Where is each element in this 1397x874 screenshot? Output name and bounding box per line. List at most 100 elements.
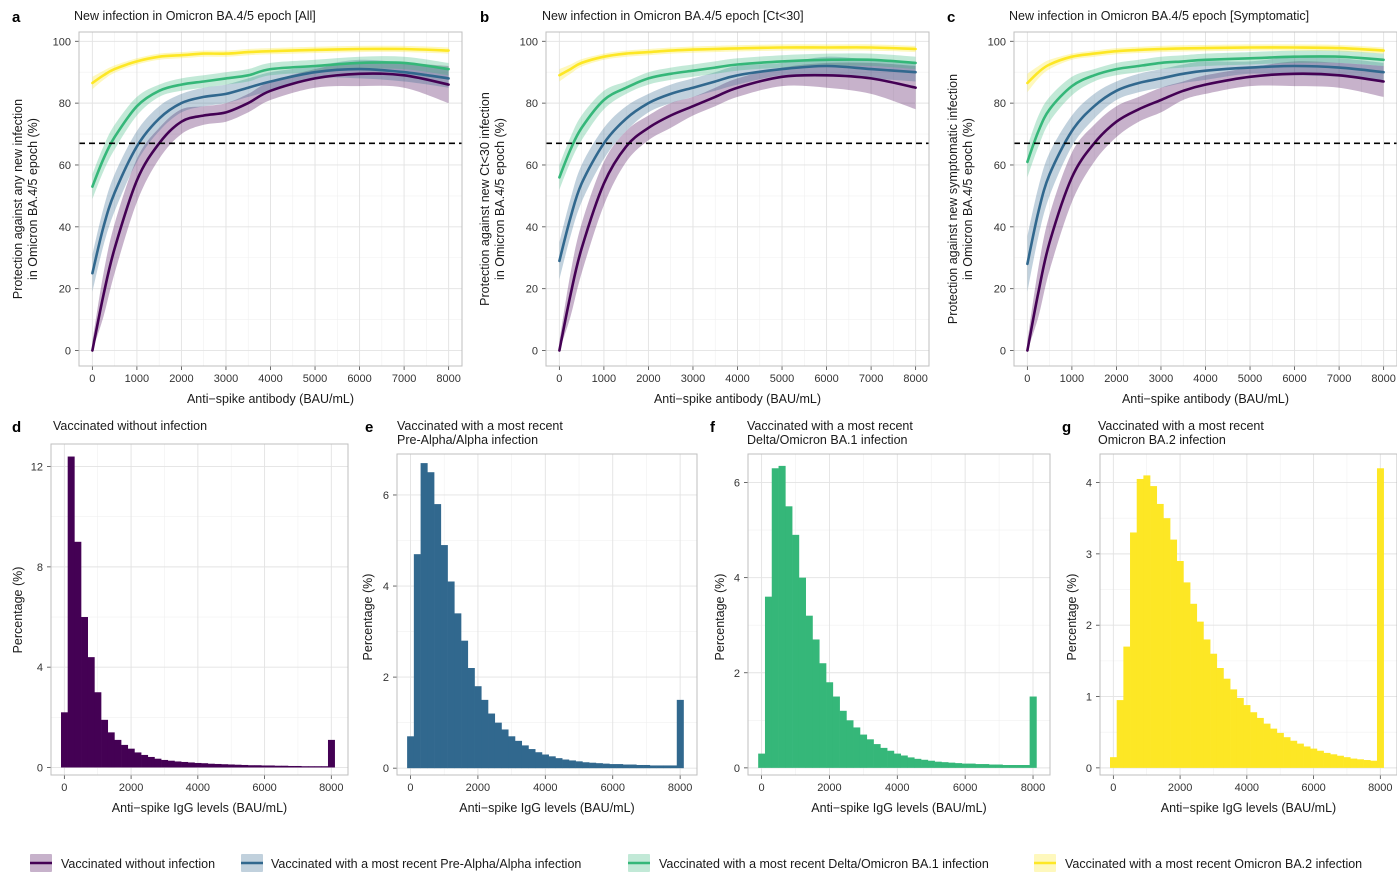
- legend-item-ba2: Vaccinated with a most recent Omicron BA…: [1034, 854, 1362, 872]
- histogram-bar: [81, 617, 88, 768]
- histogram-bar: [859, 734, 868, 768]
- x-tick-label: 0: [407, 782, 413, 794]
- series-line-pre-alpha: [91, 67, 450, 275]
- histogram-bar: [161, 759, 169, 768]
- chart-title: Vaccinated with a most recent: [1098, 419, 1264, 433]
- y-tick-label: 100: [988, 36, 1006, 48]
- histogram-bar: [127, 748, 135, 768]
- legend-label-delta-ba1: Vaccinated with a most recent Delta/Omic…: [659, 857, 989, 871]
- ci-band-pre-alpha: [559, 56, 916, 280]
- chart-title: Vaccinated with a most recent: [397, 419, 563, 433]
- x-tick-label: 6000: [347, 373, 371, 385]
- legend-label-none: Vaccinated without infection: [61, 857, 215, 871]
- histogram-bar: [420, 463, 428, 769]
- histogram-bar: [107, 732, 115, 768]
- histogram-bar: [514, 740, 523, 769]
- histogram-bar: [61, 712, 68, 768]
- x-axis-label: Anti−spike antibody (BAU/mL): [1122, 392, 1289, 406]
- x-tick-label: 0: [1110, 782, 1116, 794]
- histogram-bar: [880, 747, 888, 768]
- histogram-bar: [1150, 486, 1158, 768]
- histogram-bar: [1183, 582, 1191, 768]
- histogram-bar: [67, 456, 75, 768]
- x-tick-label: 2000: [1168, 782, 1192, 794]
- histogram-bar: [94, 692, 102, 768]
- chart-title: Vaccinated without infection: [53, 419, 207, 433]
- histogram-bar: [582, 762, 590, 769]
- x-axis-label: Anti−spike antibody (BAU/mL): [654, 392, 821, 406]
- histogram-bar: [274, 765, 282, 768]
- histogram-bar: [1316, 750, 1324, 768]
- chart-panel-b: 0 1000 2000 3000 4000 5000 6000 7000 8000 0 20 40 60…: [478, 9, 930, 406]
- histogram-bar: [1110, 757, 1117, 768]
- histogram-bar: [241, 764, 249, 768]
- histogram-bar: [934, 761, 942, 768]
- histogram-bar: [1130, 532, 1137, 768]
- histogram-bar: [548, 756, 556, 769]
- y-tick-label: 20: [59, 284, 71, 296]
- histogram-bar: [1163, 518, 1171, 768]
- histogram-bar: [643, 764, 651, 769]
- plot-border: [747, 453, 1051, 776]
- x-tick-label: 0: [89, 373, 95, 385]
- histogram-bar: [1263, 723, 1271, 768]
- histogram-bar: [1176, 561, 1184, 768]
- y-tick-label: 2: [383, 672, 389, 684]
- x-tick-label: 5000: [1238, 373, 1262, 385]
- x-tick-label: 2000: [636, 373, 660, 385]
- series-line-delta-ba1: [1026, 55, 1385, 164]
- y-axis-label: Percentage (%): [11, 567, 25, 654]
- histogram-bar: [1116, 700, 1124, 768]
- histogram-bar: [982, 764, 990, 768]
- histogram-bar: [589, 762, 597, 769]
- histogram-bar: [568, 760, 576, 769]
- histogram-bar: [1236, 697, 1244, 768]
- histogram-bar: [853, 727, 861, 768]
- y-tick-label: 1: [1086, 692, 1092, 704]
- histogram-bar: [1336, 755, 1344, 768]
- y-axis-label: in Omicron BA.4/5 epoch (%): [961, 118, 975, 280]
- histogram-bar: [267, 765, 275, 768]
- histogram-bar: [656, 765, 664, 769]
- ci-band-ba2: [559, 44, 916, 82]
- histogram-bar: [1276, 732, 1284, 768]
- histogram-bar: [227, 764, 235, 768]
- histogram-bar: [407, 736, 415, 769]
- legend-item-delta-ba1: Vaccinated with a most recent Delta/Omic…: [628, 854, 989, 872]
- histogram-bar: [975, 764, 983, 768]
- histogram-bar: [521, 745, 529, 769]
- chart-title: Pre-Alpha/Alpha infection: [397, 433, 538, 447]
- histogram-bar: [798, 577, 806, 768]
- histogram-bar: [927, 760, 935, 768]
- histogram-bar: [214, 763, 222, 768]
- histogram-bar: [670, 765, 678, 769]
- histogram-bar: [914, 758, 922, 768]
- histogram-bar: [101, 719, 109, 768]
- histogram-bar: [440, 545, 448, 769]
- x-tick-label: 3000: [214, 373, 238, 385]
- legend-item-none: Vaccinated without infection: [30, 854, 215, 872]
- histogram-bar: [261, 765, 269, 768]
- histogram-bar: [535, 752, 543, 769]
- x-tick-label: 2000: [466, 782, 490, 794]
- histogram-bar: [1323, 752, 1331, 768]
- histogram-bar: [778, 465, 786, 768]
- x-axis-label: Anti−spike antibody (BAU/mL): [187, 392, 354, 406]
- histogram-bar: [181, 761, 189, 768]
- y-tick-label: 0: [734, 763, 740, 775]
- histogram-bar: [1123, 646, 1131, 768]
- y-tick-label: 100: [53, 36, 71, 48]
- y-tick-label: 60: [994, 160, 1006, 172]
- histogram-bar: [508, 736, 516, 769]
- histogram-bar: [792, 534, 800, 768]
- histogram-bar: [595, 763, 603, 769]
- x-tick-label: 2000: [169, 373, 193, 385]
- histogram-bar: [921, 759, 929, 768]
- histogram-bar: [201, 763, 209, 768]
- x-tick-label: 5000: [303, 373, 327, 385]
- y-axis-label: in Omicron BA.4/5 epoch (%): [493, 118, 507, 280]
- series-line-pre-alpha: [558, 64, 917, 263]
- histogram-bar: [1283, 737, 1291, 768]
- x-tick-label: 7000: [859, 373, 883, 385]
- histogram-bar: [1330, 754, 1338, 768]
